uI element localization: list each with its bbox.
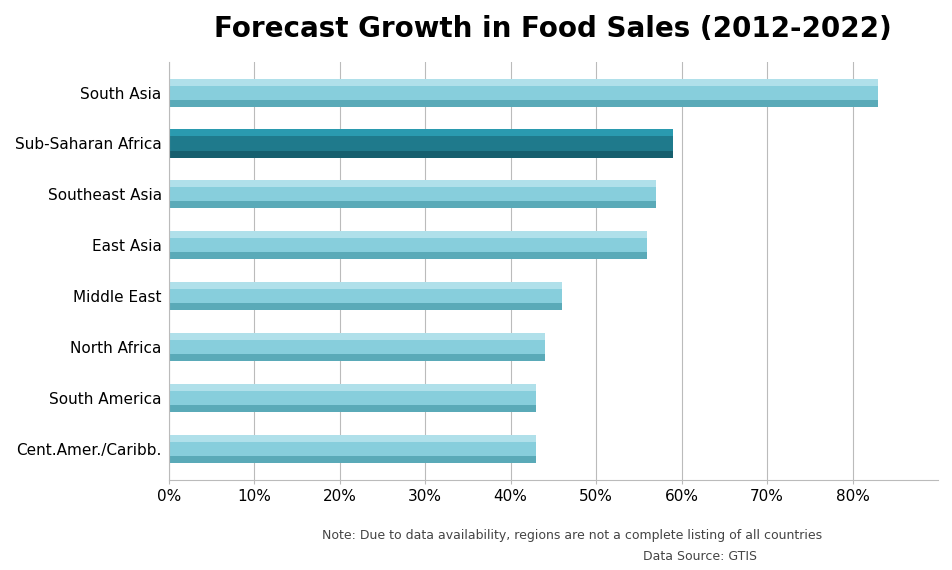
Bar <box>169 384 536 391</box>
Bar <box>169 150 672 157</box>
Bar <box>169 136 672 150</box>
Bar <box>169 231 646 238</box>
Bar <box>169 354 545 361</box>
Bar <box>169 201 655 209</box>
Bar <box>169 333 545 340</box>
Text: Note: Due to data availability, regions are not a complete listing of all countr: Note: Due to data availability, regions … <box>322 528 821 541</box>
Bar <box>169 290 562 303</box>
Bar <box>169 188 655 201</box>
Text: Data Source: GTIS: Data Source: GTIS <box>643 549 757 563</box>
Bar <box>169 303 562 310</box>
Bar <box>169 79 877 86</box>
Bar <box>169 181 655 188</box>
Bar <box>169 100 877 107</box>
Bar <box>169 253 646 259</box>
Bar <box>169 282 562 290</box>
Bar <box>169 442 536 456</box>
Bar <box>169 86 877 100</box>
Bar <box>169 456 536 463</box>
Bar <box>169 129 672 136</box>
Bar <box>169 405 536 412</box>
Bar <box>169 238 646 253</box>
Bar <box>169 435 536 442</box>
Bar <box>169 340 545 354</box>
Title: Forecast Growth in Food Sales (2012-2022): Forecast Growth in Food Sales (2012-2022… <box>214 15 891 43</box>
Bar <box>169 391 536 405</box>
